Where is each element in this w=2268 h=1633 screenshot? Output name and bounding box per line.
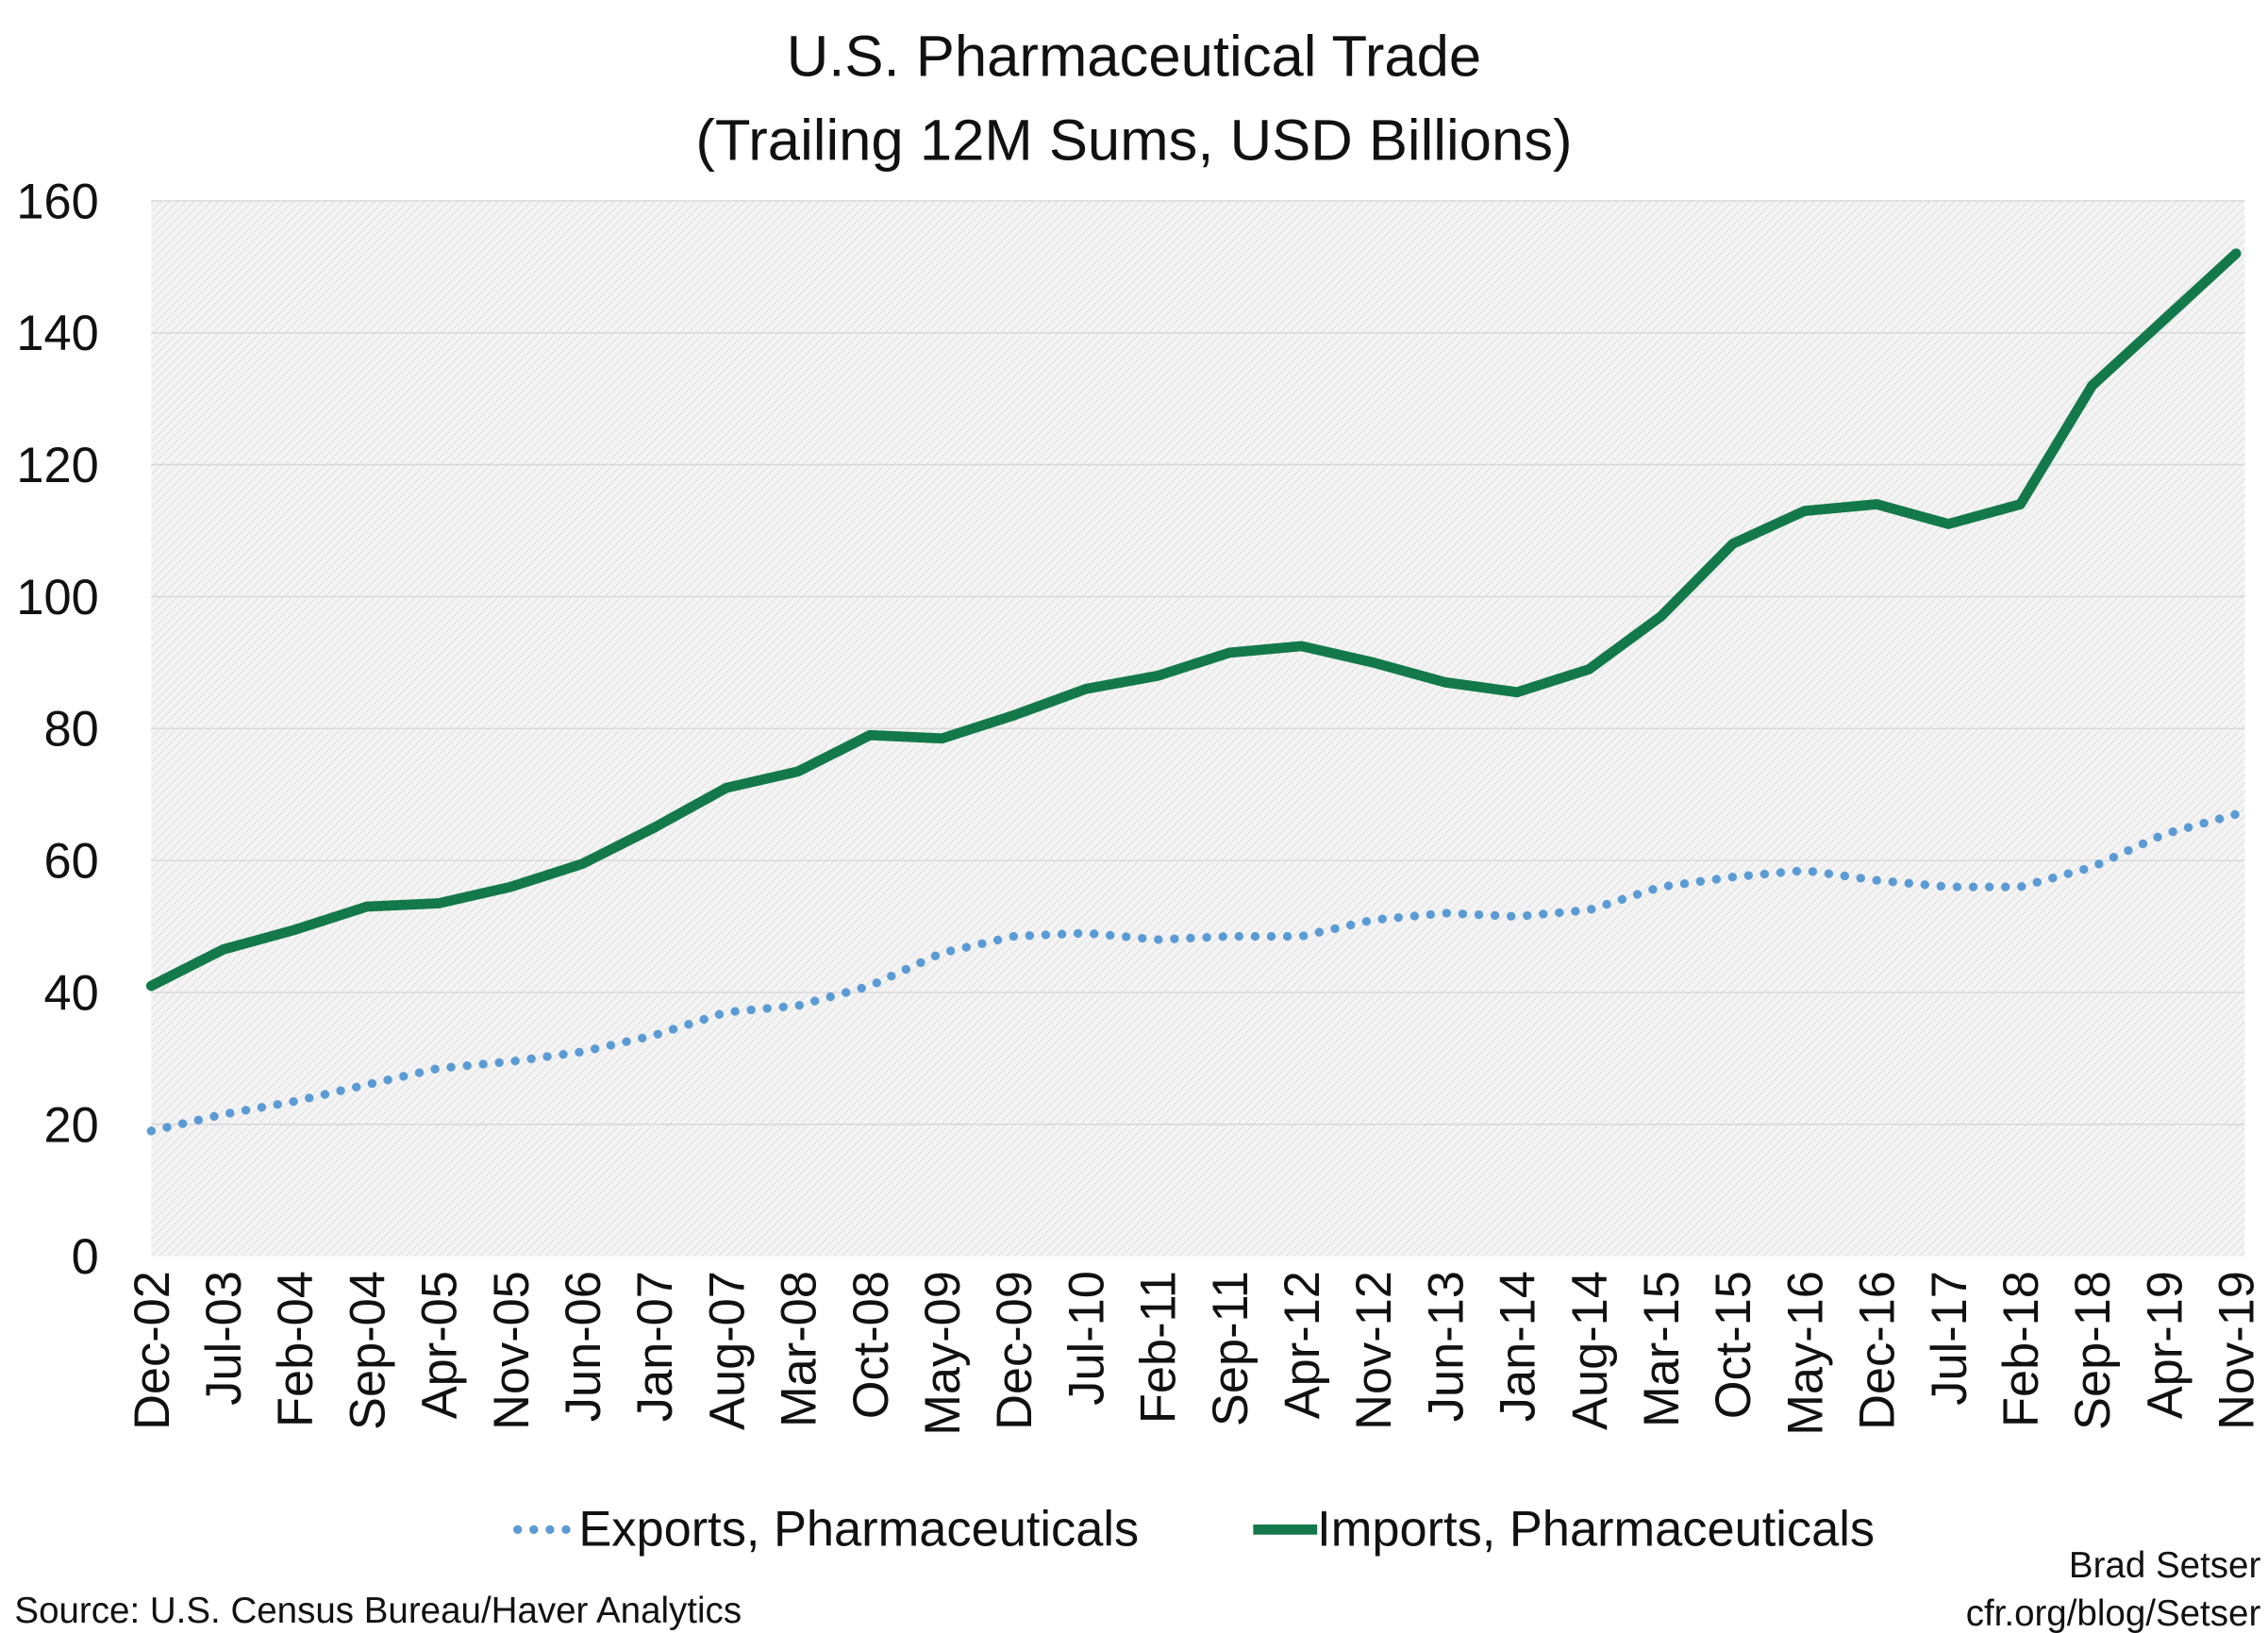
x-tick-label: Dec-09	[988, 1271, 1042, 1430]
y-tick-label: 60	[44, 835, 99, 890]
x-tick-label: Dec-16	[1851, 1271, 1906, 1430]
series-lines	[145, 248, 2242, 1136]
author-name: Brad Setser	[2069, 1545, 2261, 1586]
x-tick-label: Oct-15	[1707, 1271, 1761, 1419]
series-line-exports	[146, 809, 2241, 1136]
x-tick-label: Feb-11	[1132, 1271, 1187, 1424]
legend-imports-label: Imports, Pharmaceuticals	[1317, 1502, 1875, 1557]
x-tick-label: Apr-19	[2138, 1271, 2193, 1419]
x-tick-label: Nov-12	[1347, 1271, 1402, 1430]
x-tick-label: Jan-14	[1492, 1271, 1546, 1422]
x-tick-label: May-16	[1778, 1271, 1833, 1436]
y-axis: 0 20 40 60 80 100 120 140 160	[16, 175, 98, 1285]
legend: Exports, Pharmaceuticals Imports, Pharma…	[512, 1502, 1875, 1557]
author-url: cfr.org/blog/Setser	[1966, 1593, 2261, 1633]
y-tick-label: 120	[16, 439, 98, 493]
x-tick-label: Jul-03	[197, 1271, 252, 1406]
x-tick-label: Jan-07	[628, 1271, 683, 1422]
x-tick-label: Sep-04	[341, 1271, 395, 1430]
y-tick-label: 20	[44, 1098, 99, 1153]
x-tick-label: Aug-14	[1563, 1271, 1618, 1430]
x-tick-label: Apr-12	[1276, 1271, 1330, 1419]
y-tick-label: 160	[16, 175, 98, 229]
x-tick-label: Sep-11	[1204, 1271, 1259, 1426]
y-tick-label: 40	[44, 966, 99, 1021]
series-line-imports	[145, 248, 2242, 991]
x-tick-label: Sep-18	[2066, 1271, 2121, 1430]
x-tick-label: Feb-04	[269, 1271, 324, 1427]
x-tick-label: Feb-18	[1994, 1271, 2049, 1427]
legend-exports-label: Exports, Pharmaceuticals	[578, 1502, 1139, 1557]
y-tick-label: 80	[44, 703, 99, 758]
x-tick-label: Jul-17	[1923, 1271, 1977, 1406]
x-tick-label: Jul-10	[1059, 1271, 1114, 1406]
x-tick-label: Aug-07	[700, 1271, 755, 1430]
x-tick-label: Jun-06	[557, 1271, 611, 1422]
x-tick-label: Dec-02	[125, 1271, 180, 1430]
x-tick-label: Nov-19	[2210, 1271, 2265, 1430]
x-tick-label: Jun-13	[1419, 1271, 1474, 1422]
x-tick-label: Nov-05	[485, 1271, 540, 1430]
x-tick-label: Mar-08	[773, 1271, 827, 1427]
x-axis: Dec-02 Jul-03 Feb-04 Sep-04 Apr-05 Nov-05 Jun-…	[125, 1271, 2265, 1436]
y-tick-label: 140	[16, 307, 98, 361]
y-tick-label: 0	[72, 1230, 99, 1285]
gridlines	[151, 200, 2245, 1125]
x-tick-label: May-09	[916, 1271, 971, 1436]
chart-title: U.S. Pharmaceutical Trade	[787, 24, 1481, 89]
x-tick-label: Mar-15	[1635, 1271, 1690, 1427]
y-tick-label: 100	[16, 571, 98, 625]
source-note: Source: U.S. Census Bureau/Haver Analyti…	[14, 1591, 742, 1631]
x-tick-label: Apr-05	[413, 1271, 468, 1419]
chart-subtitle: (Trailing 12M Sums, USD Billions)	[695, 108, 1572, 174]
x-tick-label: Oct-08	[844, 1271, 899, 1419]
